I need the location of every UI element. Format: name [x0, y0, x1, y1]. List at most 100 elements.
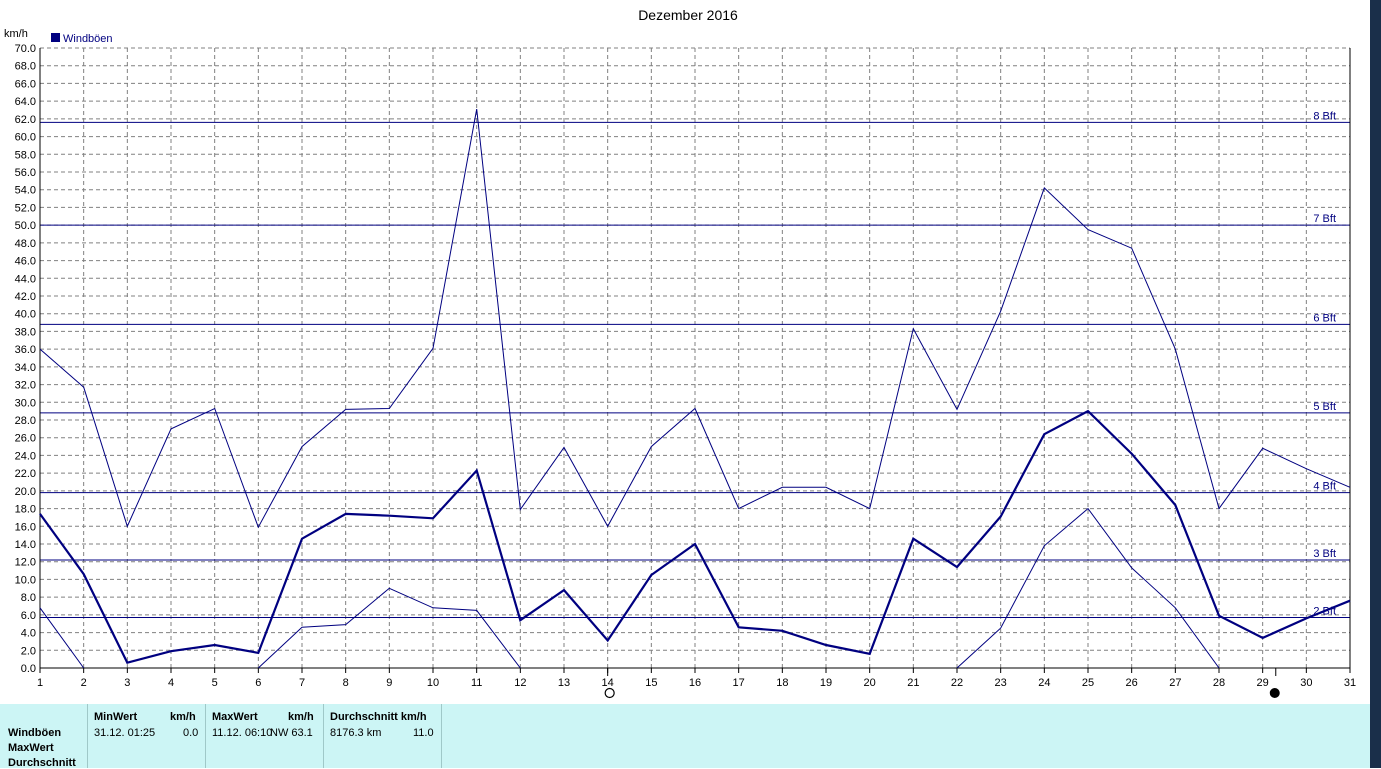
- x-tick-label: 11: [471, 677, 482, 689]
- x-tick-label: 3: [124, 677, 130, 689]
- x-tick-label: 21: [907, 677, 919, 689]
- x-tick-label: 9: [386, 677, 392, 689]
- x-tick-label: 27: [1169, 677, 1181, 689]
- legend-label: Windböen: [63, 33, 113, 45]
- y-tick-label: 30.0: [15, 397, 36, 409]
- beaufort-label: 7 Bft: [1313, 213, 1336, 225]
- x-tick-label: 1: [37, 677, 43, 689]
- y-tick-label: 0.0: [21, 663, 36, 675]
- grid: [40, 47, 1350, 668]
- x-tick-label: 31: [1344, 677, 1356, 689]
- x-tick-label: 29: [1257, 677, 1269, 689]
- min-unit: km/h: [170, 711, 196, 723]
- y-tick-label: 20.0: [15, 486, 36, 498]
- y-tick-label: 24.0: [15, 450, 36, 462]
- beaufort-label: 5 Bft: [1313, 401, 1336, 413]
- avg-value: 11.0: [413, 727, 434, 739]
- x-tick-label: 17: [733, 677, 745, 689]
- x-tick-label: 25: [1082, 677, 1094, 689]
- x-tick-label: 10: [427, 677, 439, 689]
- y-tick-label: 50.0: [15, 220, 36, 232]
- y-tick-label: 44.0: [15, 273, 36, 285]
- y-tick-label: 48.0: [15, 238, 36, 250]
- chart-title: Dezember 2016: [638, 7, 738, 23]
- row-label-windboeen: Windböen: [8, 727, 62, 739]
- y-tick-label: 40.0: [15, 309, 36, 321]
- y-tick-label: 4.0: [21, 628, 36, 640]
- axes: 0.0 2.0 4.0 6.0 8.0 10.0 12.0 14.0 16.0 18.0 20.0 2…: [15, 43, 1357, 689]
- y-tick-label: 18.0: [15, 504, 36, 516]
- avg-distance: 8176.3 km: [330, 727, 382, 739]
- y-tick-label: 6.0: [21, 610, 36, 622]
- x-tick-label: 13: [558, 677, 570, 689]
- y-tick-label: 64.0: [15, 96, 36, 108]
- y-tick-label: 56.0: [15, 167, 36, 179]
- x-tick-label: 5: [212, 677, 218, 689]
- y-tick-label: 10.0: [15, 574, 36, 586]
- y-tick-label: 62.0: [15, 114, 36, 126]
- stats-panel: Windböen MaxWert Durchschnitt MinWert km…: [0, 704, 1370, 769]
- y-tick-label: 68.0: [15, 61, 36, 73]
- min-value: 0.0: [183, 727, 199, 739]
- full-moon-icon: [604, 687, 615, 699]
- separator: [441, 704, 442, 768]
- x-tick-label: 23: [995, 677, 1007, 689]
- new-moon-icon: [1269, 688, 1280, 698]
- max-dir-value: NW 63.1: [270, 727, 313, 739]
- y-tick-label: 26.0: [15, 433, 36, 445]
- y-tick-label: 60.0: [15, 132, 36, 144]
- x-tick-label: 18: [776, 677, 788, 689]
- x-tick-label: 7: [299, 677, 305, 689]
- beaufort-label: 3 Bft: [1313, 548, 1336, 560]
- max-time: 11.12. 06:10: [212, 727, 273, 739]
- y-tick-label: 32.0: [15, 380, 36, 392]
- y-tick-label: 36.0: [15, 344, 36, 356]
- x-tick-label: 14: [602, 677, 614, 689]
- x-tick-label: 4: [168, 677, 174, 689]
- y-tick-label: 70.0: [15, 43, 36, 55]
- x-tick-label: 19: [820, 677, 832, 689]
- separator: [87, 704, 88, 768]
- x-tick-label: 28: [1213, 677, 1225, 689]
- series-max-line: [39, 109, 1351, 529]
- beaufort-label: 8 Bft: [1313, 110, 1336, 122]
- x-tick-label: 22: [951, 677, 963, 689]
- max-unit: km/h: [288, 711, 314, 723]
- x-tick-label: 26: [1126, 677, 1138, 689]
- y-tick-label: 14.0: [15, 539, 36, 551]
- x-tick-label: 15: [645, 677, 657, 689]
- beaufort-label: 4 Bft: [1313, 481, 1336, 493]
- x-tick-label: 2: [81, 677, 87, 689]
- x-tick-label: 8: [343, 677, 349, 689]
- min-time: 31.12. 01:25: [94, 727, 156, 739]
- y-tick-label: 16.0: [15, 521, 36, 533]
- x-tick-label: 16: [689, 677, 701, 689]
- y-tick-label: 2.0: [21, 645, 36, 657]
- avg-header: Durchschnitt km/h: [330, 711, 427, 723]
- y-tick-label: 8.0: [21, 592, 36, 604]
- row-label-durchschnitt: Durchschnitt: [8, 757, 76, 769]
- y-tick-label: 12.0: [15, 557, 36, 569]
- x-tick-label: 30: [1300, 677, 1312, 689]
- moon-markers: [604, 668, 1280, 699]
- y-axis-label: km/h: [4, 28, 28, 40]
- min-header: MinWert: [94, 711, 138, 723]
- y-tick-label: 54.0: [15, 185, 36, 197]
- series-avg-line: [39, 409, 1351, 664]
- y-tick-label: 52.0: [15, 202, 36, 214]
- y-tick-label: 22.0: [15, 468, 36, 480]
- window-edge: [1370, 0, 1381, 768]
- separator: [205, 704, 206, 768]
- x-tick-label: 6: [255, 677, 261, 689]
- y-tick-label: 58.0: [15, 149, 36, 161]
- y-tick-label: 34.0: [15, 362, 36, 374]
- series: [39, 109, 1351, 669]
- separator: [323, 704, 324, 768]
- x-tick-label: 12: [514, 677, 526, 689]
- y-tick-label: 42.0: [15, 291, 36, 303]
- max-header: MaxWert: [212, 711, 258, 723]
- legend-swatch: [51, 33, 60, 42]
- y-tick-label: 46.0: [15, 256, 36, 268]
